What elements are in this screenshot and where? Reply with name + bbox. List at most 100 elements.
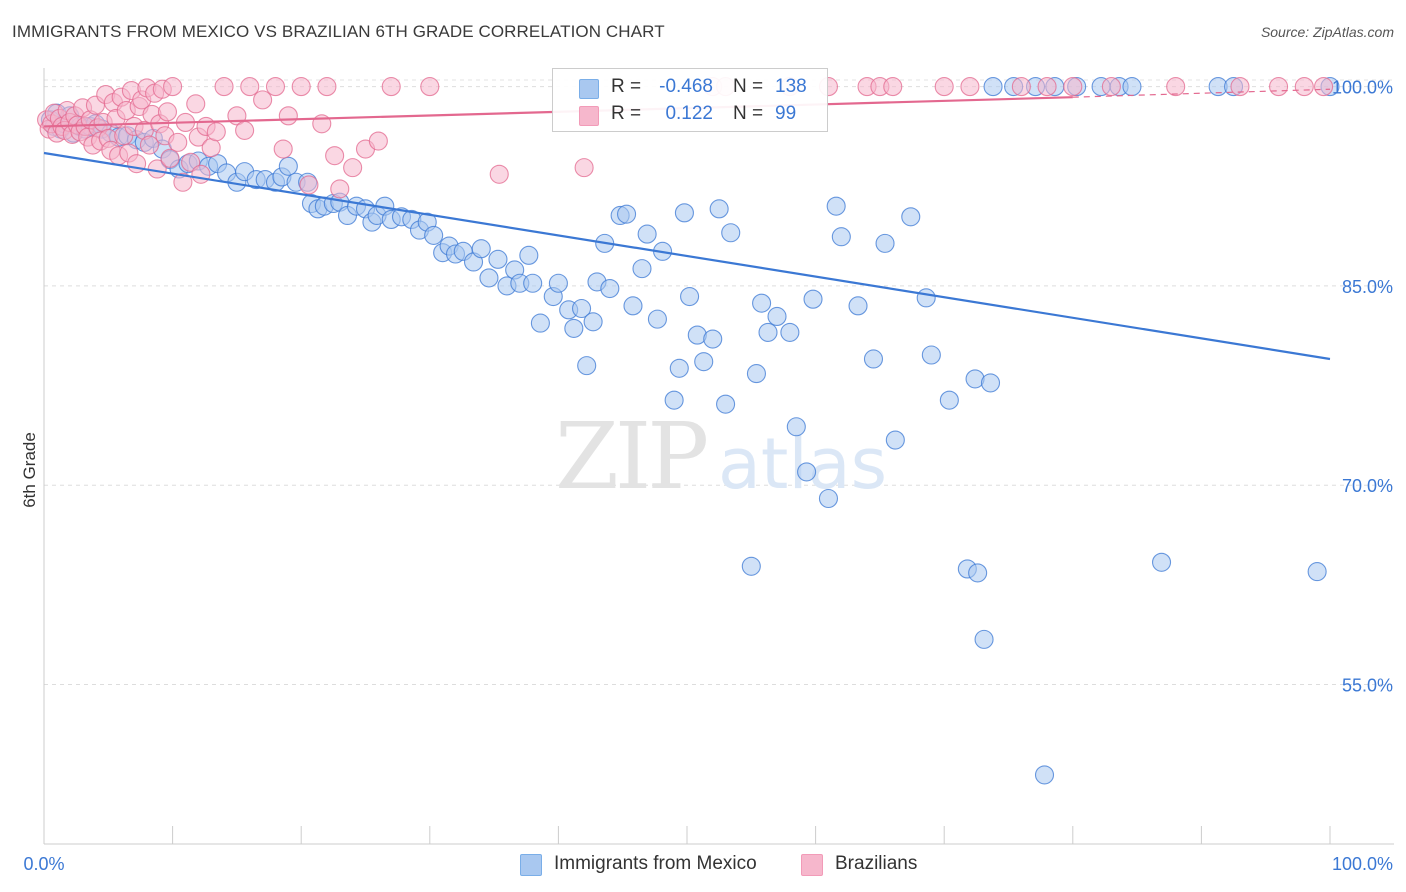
data-point [921,345,941,365]
y-tick-label: 70.0% [1342,476,1393,496]
data-point [721,223,741,243]
data-point [273,139,293,159]
legend-r-value: -0.468 [659,76,713,97]
data-point [885,430,905,450]
series-legend: Immigrants from Mexico Brazilians [0,852,1406,878]
correlation-legend: R = -0.468 N = 138 R = 0.122 N = 99 [552,68,828,132]
data-point [583,312,603,332]
source-credit: Source: ZipAtlas.com [1260,24,1394,40]
data-point [201,138,221,158]
data-point [564,318,584,338]
legend-swatch-brazil [801,854,823,876]
data-point [173,172,193,192]
data-point [317,77,337,97]
data-point [669,358,689,378]
data-point [157,102,178,122]
watermark: ZIP atlas [555,403,887,510]
data-point [1294,77,1314,97]
legend-n-label: N = [733,103,764,124]
data-point [424,225,444,245]
data-point [875,233,895,253]
data-point [1166,77,1186,97]
data-point [647,309,667,329]
data-point [883,77,903,97]
data-point [623,296,643,316]
data-point [1151,552,1172,572]
axes [43,68,1394,845]
data-point [831,227,851,247]
data-point [786,417,806,437]
data-point [488,249,508,269]
data-point [703,329,723,349]
x-tick-label: 100.0% [1332,854,1393,874]
legend-label-brazil: Brazilians [835,853,918,874]
data-point [235,120,255,140]
y-tick-label: 55.0% [1342,676,1393,696]
data-point [479,268,499,288]
x-tick-label: 0.0% [23,854,64,874]
data-point [939,390,959,410]
data-point [325,146,345,166]
data-point [863,349,884,369]
legend-n-label: N = [733,76,764,97]
legend-r-value: 0.122 [665,103,713,124]
data-point [680,286,700,307]
data-point [1269,77,1289,97]
watermark-zip: ZIP [555,403,706,510]
data-point [420,77,440,97]
legend-n-value: 99 [775,103,797,124]
y-tick-label: 85.0% [1342,277,1393,297]
data-point [980,373,1001,393]
data-point [716,394,736,414]
legend-r-label: R = [611,76,642,97]
data-point [674,203,694,223]
data-point [758,322,778,342]
legend-n-value: 138 [775,76,807,97]
data-point [974,629,994,649]
y-tick-label: 100.0% [1332,78,1393,98]
data-point [278,106,298,126]
data-point [214,77,234,97]
data-point [471,239,491,259]
data-point [163,77,183,97]
data-point [1037,77,1057,97]
chart-title: IMMIGRANTS FROM MEXICO VS BRAZILIAN 6TH … [12,22,665,41]
legend-label-mexico: Immigrants from Mexico [554,853,757,874]
data-point [1034,765,1055,785]
data-point [797,462,817,482]
data-point [752,293,772,313]
data-point [632,259,652,279]
data-point [637,224,657,244]
data-point [1314,77,1334,97]
data-point [1063,77,1083,97]
data-point [709,199,729,219]
data-point [968,563,988,583]
data-point [186,94,206,114]
data-point [1122,77,1142,97]
data-point [664,390,684,410]
data-point [767,306,787,327]
data-point [381,77,401,97]
legend-swatch-mexico [579,79,599,99]
data-point [548,273,568,293]
data-point [934,77,954,97]
data-point [240,77,260,97]
data-point [1011,77,1031,97]
data-point [1307,562,1327,582]
data-point [803,289,823,309]
legend-swatch-brazil [579,106,599,126]
data-point [265,77,286,97]
trend-line-brazil-extension [1072,88,1331,98]
data-point [780,322,800,342]
data-point [523,273,543,293]
data-point [571,298,592,319]
data-point [519,245,539,265]
data-point [600,279,620,299]
data-point [278,156,298,176]
data-point [191,164,211,184]
data-point [368,131,388,151]
legend-row-brazil: R = 0.122 N = 99 [553,99,827,129]
data-point [1101,77,1121,97]
data-point [901,207,921,227]
